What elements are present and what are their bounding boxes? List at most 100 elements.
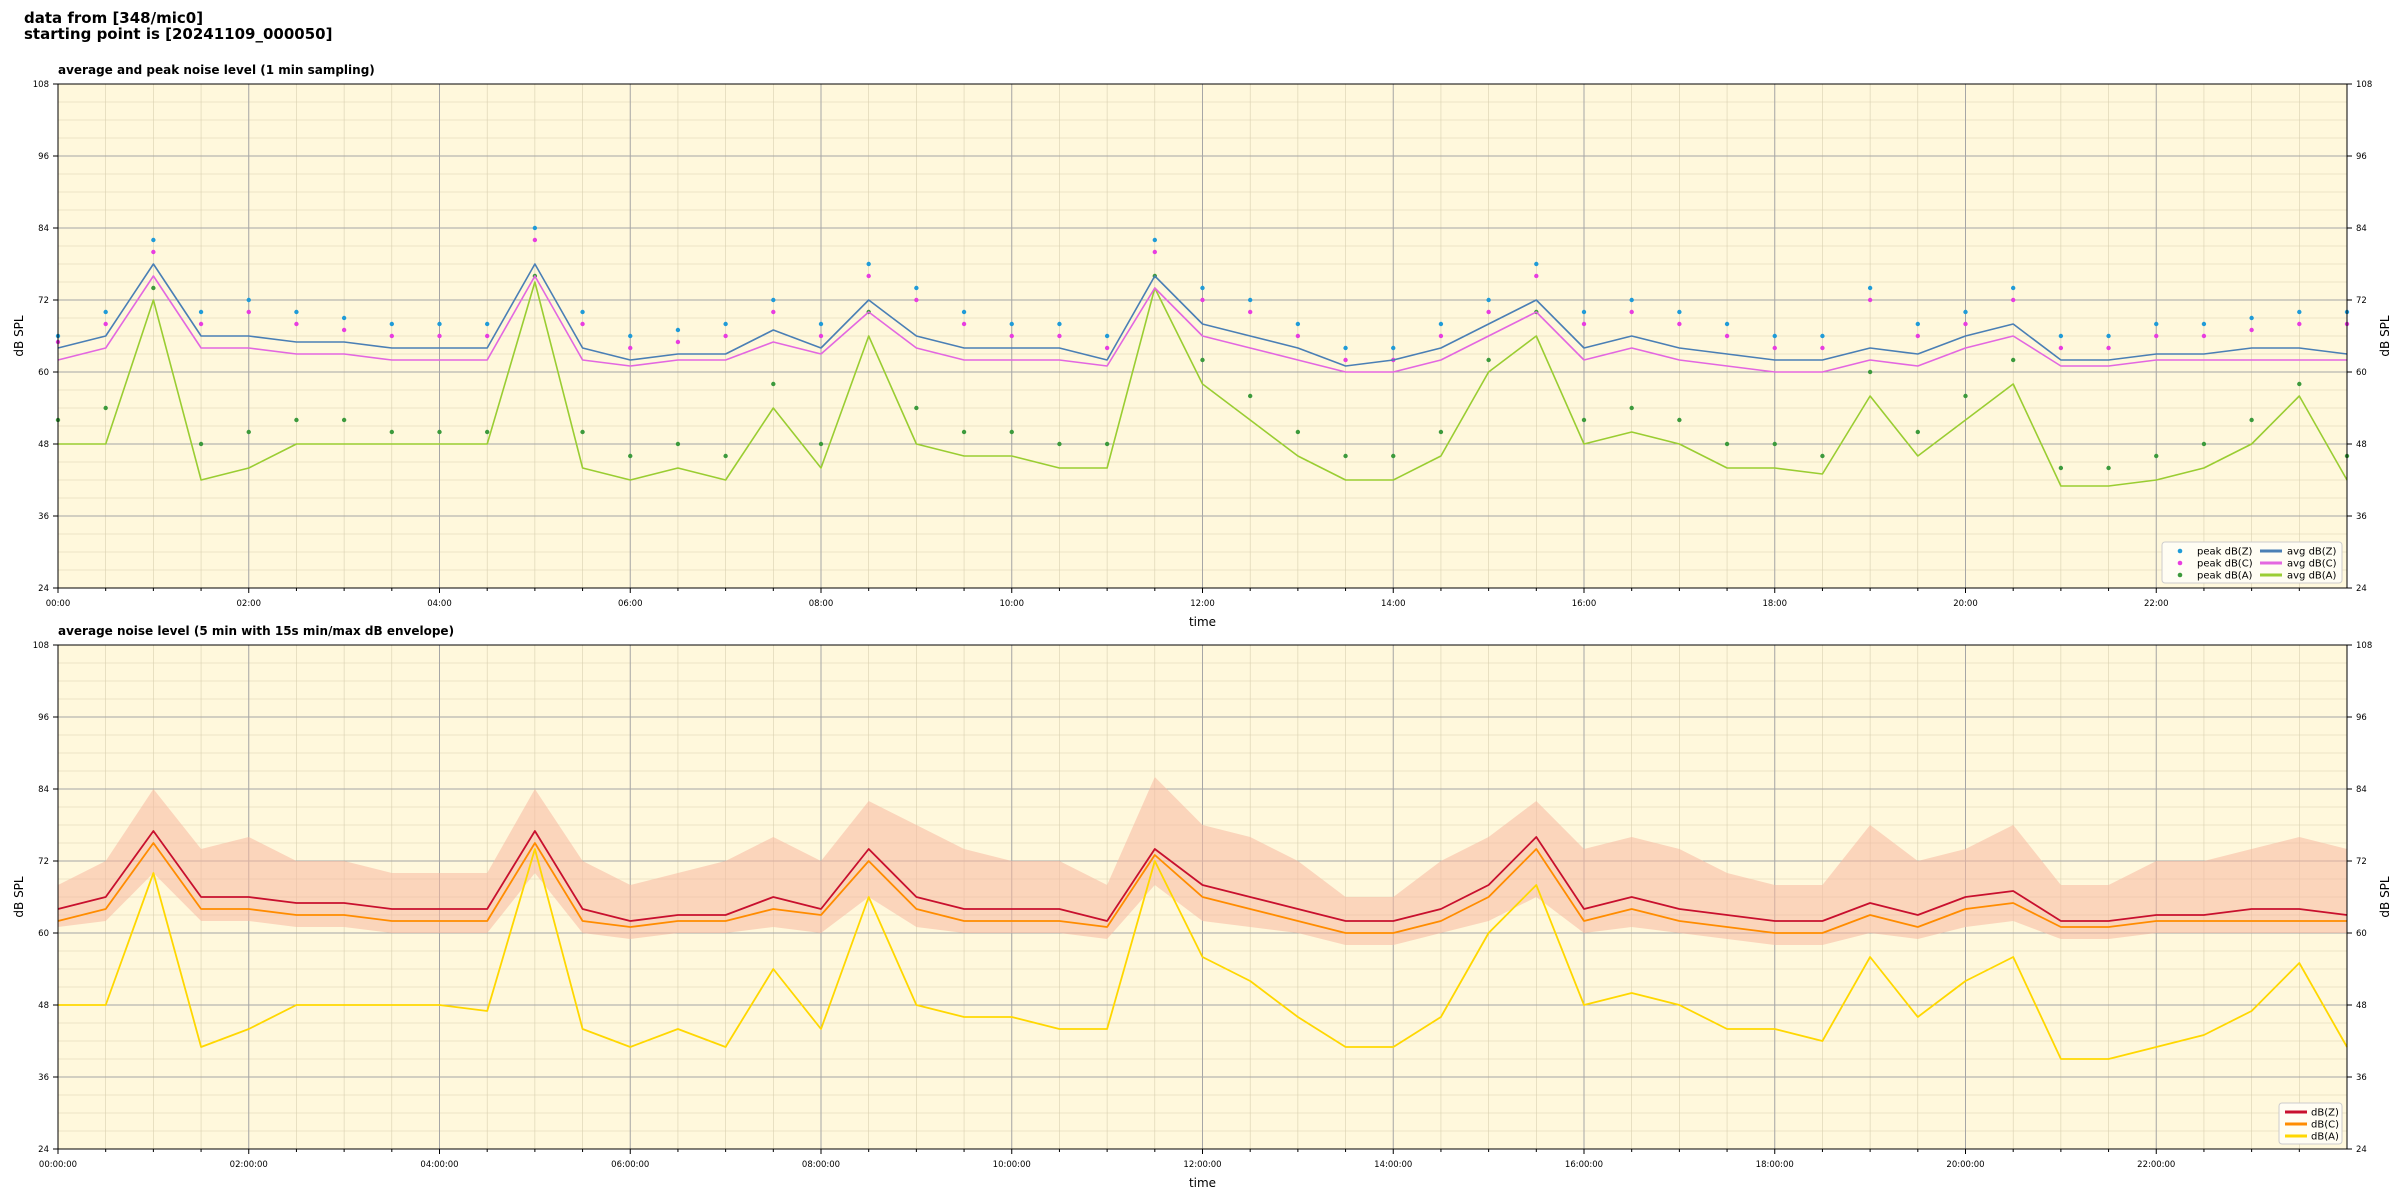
top-xtick-label: 20:00 [1953,599,1978,609]
top-xtick-label: 08:00 [809,599,834,609]
top-point-peak-db-c [866,273,871,279]
bottom-xtick-label: 14:00:00 [1374,1160,1412,1170]
top-point-peak-db-c [961,321,967,327]
top-point-peak-db-c [1677,321,1682,327]
top-point-peak-db-c [2297,321,2302,327]
bottom-xtick-label: 16:00:00 [1565,1160,1603,1170]
top-xtick-label: 12:00 [1190,599,1215,609]
top-point-peak-db-z [1963,309,1968,315]
top-point-peak-db-a [151,285,156,291]
top-point-peak-db-c [675,339,681,345]
bottom-ytick-label-left: 96 [38,713,49,723]
top-point-peak-db-a [1104,441,1110,447]
top-point-peak-db-z [1057,321,1062,327]
top-point-peak-db-a [1581,417,1587,423]
top-chart-title: average and peak noise level (1 min samp… [58,63,375,77]
top-legend-label: avg dB(Z) [2287,547,2337,558]
top-point-peak-db-z [914,285,919,291]
bottom-xtick-label: 00:00:00 [39,1160,77,1170]
top-point-peak-db-a [1295,429,1301,435]
top-point-peak-db-c [532,237,538,243]
top-point-peak-db-z [2058,333,2064,339]
bottom-ytick-label-right: 108 [2356,641,2372,651]
top-point-peak-db-z [1867,285,1873,291]
top-point-peak-db-c [1200,297,1205,303]
top-point-peak-db-a [1486,357,1491,363]
top-xtick-label: 02:00 [237,599,262,609]
bottom-ytick-label-left: 108 [33,641,49,651]
top-xtick-label: 06:00 [618,599,643,609]
bottom-ytick-label-left: 72 [38,857,49,867]
top-point-peak-db-z [866,261,871,267]
top-point-peak-db-c [1915,333,1921,339]
top-ytick-label-right: 48 [2356,440,2367,450]
bottom-xtick-label: 02:00:00 [230,1160,268,1170]
top-point-peak-db-a [771,381,776,387]
top-point-peak-db-z [1009,321,1014,327]
top-point-peak-db-z [1343,345,1348,351]
top-legend-marker [2177,548,2183,554]
top-point-peak-db-a [1438,429,1444,435]
bottom-chart-title: average noise level (5 min with 15s min/… [58,624,454,638]
top-point-peak-db-a [341,417,347,423]
top-point-peak-db-c [1772,345,1777,351]
top-point-peak-db-c [771,309,776,315]
top-ytick-label-right: 108 [2356,80,2372,90]
top-point-peak-db-a [961,429,967,435]
top-point-peak-db-a [1391,453,1396,459]
bottom-xtick-label: 08:00:00 [802,1160,840,1170]
top-point-peak-db-a [2010,357,2016,363]
top-point-peak-db-z [1629,297,1634,303]
bottom-line-db-z [57,830,2348,922]
top-ytick-label-left: 108 [33,80,49,90]
bottom-xtick-label: 18:00:00 [1756,1160,1794,1170]
top-line-avg-db-a [58,281,2348,487]
top-point-peak-db-c [484,333,490,339]
top-point-peak-db-z [1534,261,1539,267]
top-point-peak-db-c [437,333,442,339]
top-point-peak-db-z [1724,321,1730,327]
top-ytick-label-left: 84 [38,224,49,234]
bottom-xtick-label: 06:00:00 [611,1160,649,1170]
bottom-ytick-label-left: 48 [38,1001,49,1011]
top-ytick-label-left: 48 [38,440,49,450]
bottom-ytick-label-left: 24 [38,1145,49,1155]
top-point-peak-db-c [341,327,347,333]
top-point-peak-db-a [437,429,442,435]
bottom-legend-label: dB(Z) [2311,1108,2339,1119]
top-point-peak-db-z [628,333,633,339]
top-point-peak-db-a [1772,441,1777,447]
top-point-peak-db-a [2106,465,2111,471]
top-point-peak-db-z [961,309,967,315]
bottom-ytick-label-left: 60 [38,929,49,939]
bottom-ytick-label-right: 60 [2356,929,2367,939]
top-ytick-label-right: 84 [2356,224,2367,234]
top-point-peak-db-z [2297,309,2302,315]
top-ytick-label-right: 36 [2356,512,2367,522]
top-xtick-label: 22:00 [2144,599,2169,609]
top-point-peak-db-z [1820,333,1825,339]
top-point-peak-db-a [1677,417,1682,423]
top-point-peak-db-c [2058,345,2064,351]
top-point-peak-db-z [341,315,347,321]
top-point-peak-db-z [1677,309,1682,315]
top-legend-label: avg dB(A) [2287,571,2337,582]
top-point-peak-db-c [1057,333,1062,339]
top-point-peak-db-a [1867,369,1873,375]
bottom-ytick-label-right: 48 [2356,1001,2367,1011]
top-point-peak-db-z [294,309,299,315]
top-point-peak-db-c [1867,297,1873,303]
top-ytick-label-right: 24 [2356,584,2367,594]
top-legend-box [2161,541,2343,584]
top-point-peak-db-z [1486,297,1491,303]
top-point-peak-db-a [2297,381,2302,387]
top-legend-label: peak dB(Z) [2197,547,2253,558]
top-point-peak-db-z [1438,321,1444,327]
top-point-peak-db-z [675,327,681,333]
top-point-peak-db-a [1724,441,1730,447]
top-line-avg-db-z [57,263,2348,367]
top-point-peak-db-a [675,441,681,447]
top-point-peak-db-a [2154,453,2159,459]
top-point-peak-db-a [2201,441,2207,447]
